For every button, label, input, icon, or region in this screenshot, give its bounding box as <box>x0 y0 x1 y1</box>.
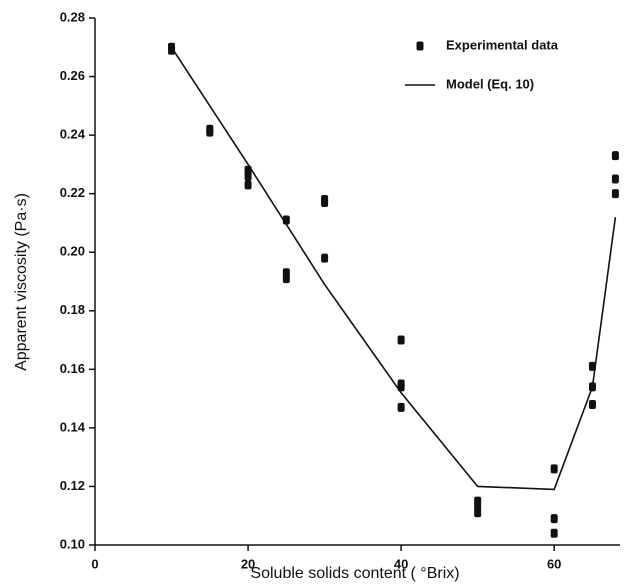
data-point <box>168 45 176 55</box>
y-tick-label: 0.12 <box>60 478 85 493</box>
y-axis-title: Apparent viscosity (Pa·s) <box>13 193 30 371</box>
data-point <box>550 514 558 524</box>
y-tick-label: 0.16 <box>60 361 85 376</box>
x-tick-label: 20 <box>241 556 255 571</box>
data-point <box>397 335 405 345</box>
data-point <box>611 151 619 161</box>
y-tick-label: 0.22 <box>60 185 85 200</box>
data-point <box>206 127 214 137</box>
y-tick-label: 0.10 <box>60 536 85 551</box>
data-point <box>397 402 405 412</box>
data-point <box>611 189 619 199</box>
data-point <box>282 274 290 284</box>
legend-label: Model (Eq. 10) <box>446 76 534 91</box>
data-point <box>244 171 252 181</box>
data-point <box>244 180 252 190</box>
data-point <box>588 399 596 409</box>
data-point <box>321 253 329 263</box>
legend-marker <box>416 41 424 51</box>
y-tick-label: 0.20 <box>60 244 85 259</box>
y-tick-label: 0.14 <box>60 419 86 434</box>
y-tick-label: 0.24 <box>60 127 86 142</box>
x-tick-label: 0 <box>91 556 98 571</box>
model-line <box>170 46 617 491</box>
data-point <box>611 174 619 184</box>
y-tick-label: 0.18 <box>60 302 85 317</box>
data-point <box>550 528 558 538</box>
x-axis-title: Soluble solids content ( °Brix) <box>250 565 459 582</box>
legend-label: Experimental data <box>446 37 559 52</box>
x-tick-label: 60 <box>547 556 561 571</box>
data-point <box>474 508 482 518</box>
y-tick-label: 0.28 <box>60 9 85 24</box>
y-tick-label: 0.26 <box>60 68 85 83</box>
data-point <box>321 197 329 207</box>
x-tick-label: 40 <box>394 556 408 571</box>
data-point <box>550 464 558 474</box>
